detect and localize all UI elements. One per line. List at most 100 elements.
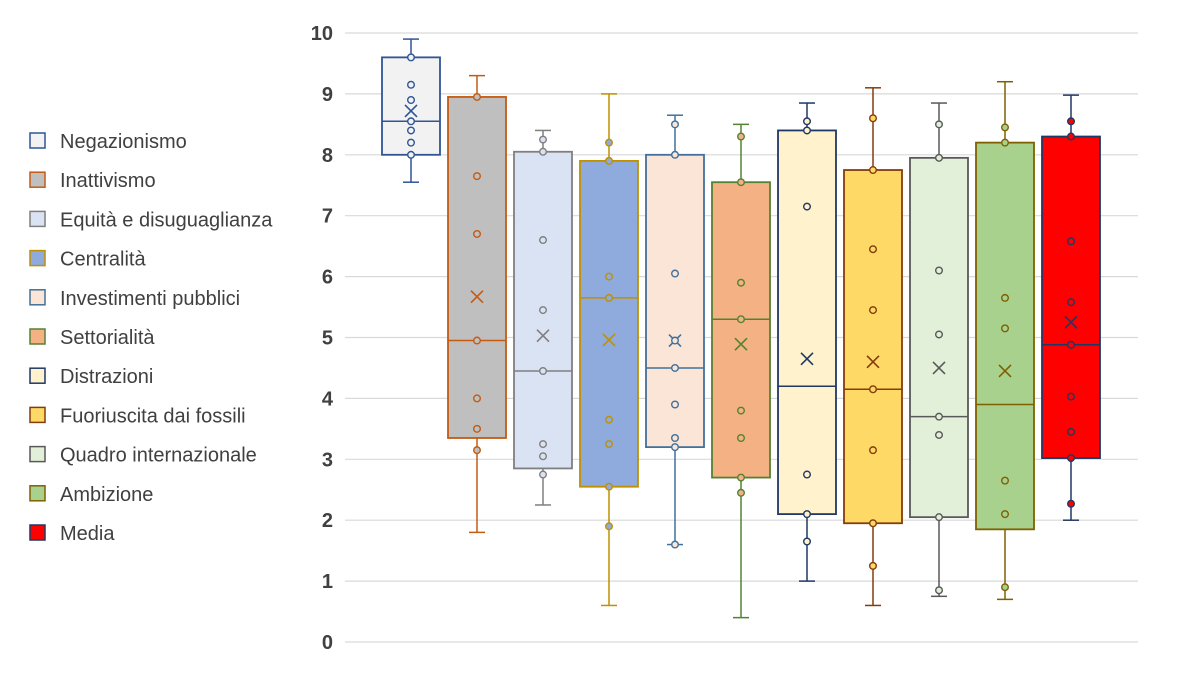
legend-swatch <box>29 210 46 228</box>
data-point <box>407 53 416 62</box>
y-tick-label: 3 <box>322 449 333 471</box>
data-point <box>407 150 416 159</box>
data-point <box>935 513 944 522</box>
y-tick-label: 6 <box>322 267 333 289</box>
box-group <box>513 129 573 506</box>
data-point <box>473 394 482 403</box>
data-point <box>539 306 548 315</box>
y-axis-tick-labels: 0 1 2 3 4 5 6 7 8 9 10 <box>311 23 334 654</box>
mean-marker <box>404 104 418 118</box>
legend-swatch <box>29 485 46 502</box>
data-point <box>803 470 812 479</box>
data-point <box>737 406 746 415</box>
legend-swatch <box>29 132 46 149</box>
data-point <box>869 446 878 455</box>
legend-swatch <box>29 367 46 384</box>
legend-item: Equità e disuguaglianza <box>29 209 273 231</box>
data-point <box>407 95 416 104</box>
data-point <box>935 430 944 439</box>
box <box>579 159 639 488</box>
data-point <box>737 433 746 442</box>
box-group <box>975 80 1035 601</box>
data-point <box>407 138 416 147</box>
box <box>777 129 837 516</box>
mean-marker <box>866 355 880 369</box>
data-point <box>473 229 482 238</box>
data-point <box>605 522 614 531</box>
data-point <box>1066 237 1075 246</box>
data-point <box>407 117 416 126</box>
y-tick-label: 7 <box>322 206 333 228</box>
data-point <box>407 126 416 135</box>
data-point <box>605 272 614 281</box>
data-point <box>407 80 416 89</box>
y-tick-label: 4 <box>322 388 334 410</box>
legend-swatch <box>29 289 46 306</box>
box-group <box>645 114 705 549</box>
data-point <box>935 330 944 339</box>
mean-marker <box>800 352 814 366</box>
legend-item: Quadro internazionale <box>29 445 257 467</box>
data-point <box>671 363 680 372</box>
data-point <box>869 166 878 175</box>
data-point <box>737 132 746 141</box>
legend-label: Distrazioni <box>60 366 153 388</box>
legend: Negazionismo Inattivismo Equità e disuguag… <box>29 131 273 545</box>
data-point <box>869 519 878 528</box>
mean-marker <box>470 290 484 304</box>
box <box>975 141 1035 531</box>
data-point <box>605 138 614 147</box>
legend-item: Settorialità <box>29 327 155 349</box>
legend-item: Inattivismo <box>29 170 156 192</box>
data-point <box>737 473 746 482</box>
data-point <box>473 172 482 181</box>
data-point <box>671 120 680 129</box>
legend-item: Media <box>29 523 115 545</box>
data-point <box>539 470 548 479</box>
data-point <box>539 147 548 156</box>
legend-label: Fuoriuscita dai fossili <box>60 405 246 427</box>
data-point <box>1066 298 1075 307</box>
data-point <box>539 452 548 461</box>
legend-label: Ambizione <box>60 484 153 506</box>
data-point <box>869 561 878 570</box>
data-point <box>1066 132 1075 141</box>
data-point <box>671 269 680 278</box>
y-tick-label: 0 <box>322 632 333 654</box>
data-point <box>1066 117 1075 126</box>
data-point <box>737 488 746 497</box>
data-point <box>935 586 944 595</box>
data-point <box>473 424 482 433</box>
data-point <box>935 412 944 421</box>
data-point <box>605 482 614 491</box>
mean-marker <box>998 364 1012 378</box>
legend-label: Quadro internazionale <box>60 445 257 467</box>
data-point <box>935 120 944 129</box>
data-point <box>869 306 878 315</box>
mean-marker <box>1064 315 1078 329</box>
data-point <box>671 400 680 409</box>
y-tick-label: 9 <box>322 84 333 106</box>
y-tick-label: 8 <box>322 145 333 167</box>
data-point <box>1001 293 1010 302</box>
data-point <box>605 293 614 302</box>
data-point <box>803 202 812 211</box>
data-point <box>737 315 746 324</box>
box-group <box>447 74 507 534</box>
legend-swatch <box>29 249 46 267</box>
box <box>843 169 903 525</box>
data-point <box>473 446 482 455</box>
box <box>909 156 969 519</box>
data-point <box>539 135 548 144</box>
legend-label: Settorialità <box>60 327 155 349</box>
legend-label: Investimenti pubblici <box>60 288 240 310</box>
data-point <box>1001 476 1010 485</box>
box-group <box>843 87 903 607</box>
legend-item: Fuoriuscita dai fossili <box>29 405 246 427</box>
data-point <box>539 366 548 375</box>
data-point <box>737 278 746 287</box>
box <box>1041 135 1101 459</box>
legend-label: Negazionismo <box>60 131 187 153</box>
data-point <box>1001 510 1010 519</box>
legend-swatch <box>29 328 46 345</box>
